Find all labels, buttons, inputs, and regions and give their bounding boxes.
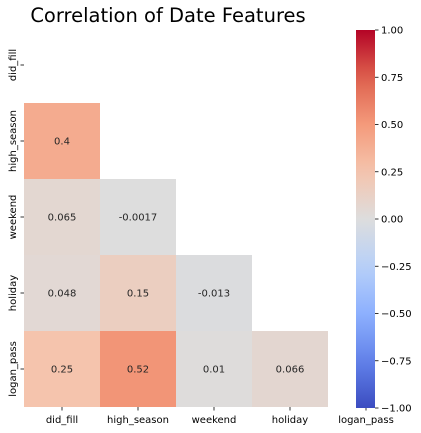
colorbar: 1.00 0.75 0.50 0.25 0.00 −0.25 −0.50 −0.75 −1.00 (356, 26, 412, 415)
cell-label-weekend-did_fill: 0.065 (48, 213, 77, 224)
chart-title: Correlation of Date Features (30, 4, 305, 27)
x-tick-label-logan_pass: logan_pass (338, 415, 394, 426)
y-tick-label-weekend: weekend (8, 195, 19, 240)
cell-label-holiday-did_fill: 0.048 (48, 289, 77, 300)
heatmap-cell-logan_pass-did_fill (24, 331, 100, 407)
heatmap-cell-holiday-weekend (176, 255, 252, 331)
heatmap-cell-weekend-did_fill (24, 179, 100, 255)
heatmap-cell-weekend-high_season (100, 179, 176, 255)
cell-label-logan_pass-weekend: 0.01 (203, 365, 225, 376)
x-tick-label-high_season: high_season (107, 415, 169, 426)
y-tick-label-logan_pass: logan_pass (8, 341, 19, 397)
colorbar-tick-label: 0.75 (381, 73, 403, 84)
y-tick-label-did_fill: did_fill (8, 49, 19, 81)
cell-label-logan_pass-high_season: 0.52 (127, 365, 149, 376)
heatmap-cell-holiday-high_season (100, 255, 176, 331)
colorbar-tick-label: −0.75 (381, 356, 412, 367)
x-tick-label-holiday: holiday (272, 415, 308, 426)
heatmap-cell-logan_pass-high_season (100, 331, 176, 407)
colorbar-tick-label: 0.25 (381, 167, 403, 178)
y-tick-label-high_season: high_season (8, 110, 19, 172)
x-tick-label-weekend: weekend (192, 415, 237, 426)
cell-label-high_season-did_fill: 0.4 (54, 137, 70, 148)
cell-label-holiday-high_season: 0.15 (127, 289, 149, 300)
heatmap-cell-logan_pass-holiday (252, 331, 328, 407)
heatmap-cell-holiday-did_fill (24, 255, 100, 331)
colorbar-tick-label: −1.00 (381, 404, 412, 415)
colorbar-tick-label: 1.00 (381, 26, 403, 37)
colorbar-tick-label: −0.50 (381, 309, 412, 320)
heatmap-cell-logan_pass-weekend (176, 331, 252, 407)
cell-label-weekend-high_season: -0.0017 (119, 213, 158, 224)
heatmap-cell-high_season-did_fill (24, 103, 100, 179)
cell-label-logan_pass-holiday: 0.066 (276, 365, 305, 376)
y-tick-label-holiday: holiday (8, 275, 19, 311)
cell-label-logan_pass-did_fill: 0.25 (51, 365, 73, 376)
heatmap-cells: 0.4 0.065 -0.0017 0.048 0.15 -0.013 0.25 0.52 0.… (24, 103, 328, 407)
x-axis: did_fill high_season weekend holiday logan_p… (46, 407, 394, 426)
cell-label-holiday-weekend: -0.013 (198, 289, 230, 300)
colorbar-gradient (356, 30, 375, 408)
colorbar-tick-label: 0.50 (381, 120, 403, 131)
colorbar-tick-label: 0.00 (381, 215, 403, 226)
x-tick-label-did_fill: did_fill (46, 415, 78, 426)
colorbar-tick-label: −0.25 (381, 262, 412, 273)
